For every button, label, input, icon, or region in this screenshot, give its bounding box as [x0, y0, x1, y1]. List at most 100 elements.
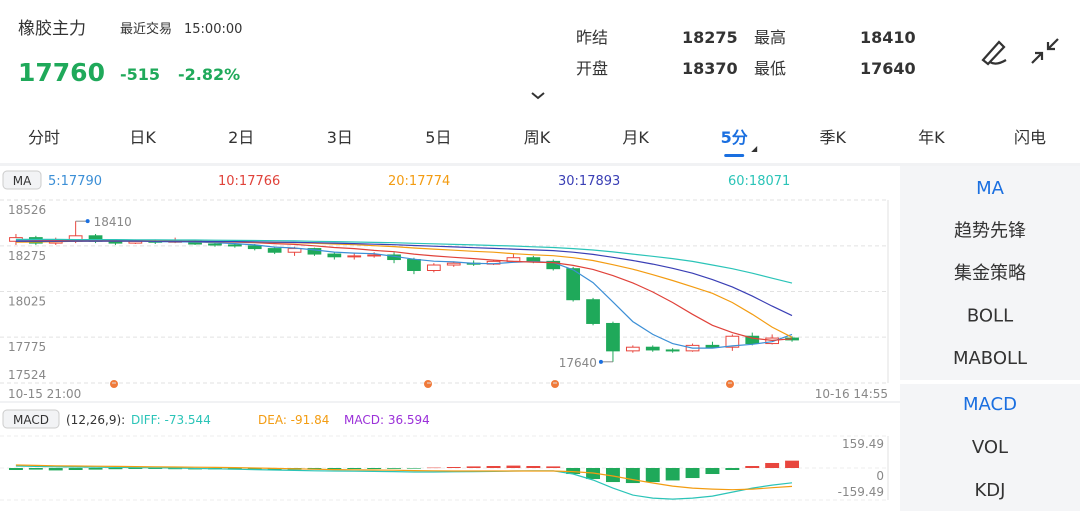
- macd-bar: [526, 465, 541, 468]
- candle-body: [725, 335, 740, 348]
- indicator[interactable]: MACD: [13, 413, 49, 427]
- side-item[interactable]: VOL: [972, 437, 1008, 458]
- expand-icon[interactable]: [531, 92, 545, 100]
- macd-bar: [665, 468, 680, 481]
- legend-entry: 60:18071: [728, 174, 790, 189]
- macd-line: [15, 465, 793, 500]
- macd-bar: [785, 460, 800, 468]
- macd-bar: [705, 468, 720, 475]
- stat-value: 18410: [860, 28, 916, 47]
- macd-bar: [108, 468, 123, 470]
- legend-entry: DIFF: -73.544: [131, 413, 211, 427]
- macd-bar: [48, 468, 63, 471]
- macd-bar: [148, 468, 163, 470]
- tab[interactable]: 3日: [327, 128, 353, 147]
- side-item[interactable]: 趋势先锋: [954, 221, 1026, 242]
- ma-line: [15, 238, 793, 284]
- tab[interactable]: 日K: [129, 128, 156, 147]
- tab[interactable]: 5分: [721, 128, 748, 147]
- indicator[interactable]: MA: [13, 174, 32, 188]
- side-menu-divider: [900, 380, 1080, 384]
- candle-body: [347, 255, 362, 258]
- macd-bar: [367, 468, 382, 470]
- change-pct: -2.82%: [178, 65, 240, 84]
- tab-caret: [751, 146, 758, 152]
- candle-body: [367, 254, 382, 257]
- macd-bar: [128, 468, 143, 470]
- y-tick-label: 159.49: [842, 437, 884, 451]
- legend-entry: 20:17774: [388, 174, 450, 189]
- stat-label: 开盘: [576, 59, 608, 78]
- ma-line: [15, 240, 793, 317]
- macd-bar: [546, 466, 561, 468]
- stat-label: 最低: [754, 59, 786, 78]
- candle-body: [446, 262, 461, 266]
- tab[interactable]: 2日: [228, 128, 254, 147]
- indicator-box[interactable]: [2, 409, 60, 429]
- tab[interactable]: 分时: [28, 128, 60, 147]
- y-tick-label: 18025: [8, 295, 46, 309]
- candle-body: [227, 244, 242, 247]
- macd-bar: [28, 468, 43, 470]
- y-tick-label: 17524: [8, 368, 46, 382]
- separator: [0, 163, 1080, 166]
- candle-body: [426, 264, 441, 271]
- candle-body: [247, 245, 262, 250]
- side-item[interactable]: MACD: [963, 394, 1017, 415]
- tab[interactable]: 月K: [622, 128, 649, 147]
- shrink-icon[interactable]: [1031, 38, 1059, 64]
- tab[interactable]: 季K: [820, 128, 847, 147]
- max-label: 18410: [94, 215, 132, 229]
- tab[interactable]: 闪电: [1014, 128, 1046, 147]
- side-item[interactable]: 集金策略: [954, 263, 1026, 284]
- macd-bar: [745, 465, 760, 468]
- price: 17760: [18, 58, 105, 87]
- macd-bar: [247, 468, 262, 470]
- macd-bar: [168, 468, 183, 470]
- event-dot[interactable]: [110, 380, 118, 388]
- macd-bar: [446, 466, 461, 468]
- macd-bar: [486, 465, 501, 468]
- tab[interactable]: 年K: [918, 128, 945, 147]
- macd-bar: [68, 468, 83, 471]
- event-dot[interactable]: [726, 380, 734, 388]
- legend-entry: DEA: -91.84: [258, 413, 329, 427]
- event-dot[interactable]: [424, 380, 432, 388]
- min-label: 17640: [559, 356, 597, 370]
- candle-body: [745, 335, 760, 345]
- macd-bar: [506, 465, 521, 468]
- candle-body: [645, 346, 660, 351]
- candle-body: [267, 248, 282, 253]
- side-item[interactable]: MA: [976, 178, 1005, 199]
- side-menu: [900, 166, 1080, 511]
- macd-bar: [725, 468, 740, 471]
- indicator-box[interactable]: [2, 170, 42, 190]
- side-item[interactable]: KDJ: [975, 480, 1006, 501]
- macd-bar: [347, 468, 362, 470]
- macd-bar: [406, 468, 421, 469]
- macd-bar: [88, 468, 103, 470]
- event-dot[interactable]: [551, 380, 559, 388]
- candle-body: [208, 243, 222, 246]
- stat-value: 17640: [860, 59, 916, 78]
- y-tick-label: 18275: [8, 249, 46, 263]
- candle-body: [705, 344, 720, 348]
- tab[interactable]: 5日: [425, 128, 451, 147]
- candle-body: [586, 299, 600, 324]
- stat-label: 昨结: [576, 28, 608, 47]
- last-trade-label: 最近交易: [120, 21, 172, 37]
- y-tick-label: 17775: [8, 340, 46, 354]
- macd-params: (12,26,9):: [66, 413, 125, 427]
- macd-bar: [387, 468, 402, 469]
- side-item[interactable]: MABOLL: [953, 348, 1027, 369]
- side-item[interactable]: BOLL: [967, 306, 1013, 327]
- y-tick-label: 18526: [8, 203, 46, 217]
- macd-line: [15, 464, 793, 491]
- macd-bar: [426, 467, 441, 469]
- edit-icon[interactable]: [981, 40, 1007, 66]
- max-dot: [85, 219, 90, 224]
- tab[interactable]: 周K: [524, 128, 551, 147]
- tab-underline: [724, 154, 745, 157]
- legend-entry: 5:17790: [48, 174, 102, 189]
